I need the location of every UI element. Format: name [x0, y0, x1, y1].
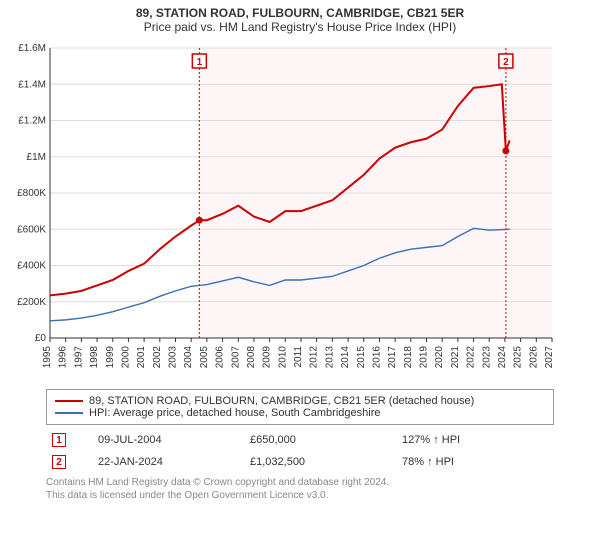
sales-table: 1 09-JUL-2004 £650,000 127% ↑ HPI 2 22-J… [46, 429, 586, 473]
svg-text:2017: 2017 [387, 346, 398, 369]
table-row: 1 09-JUL-2004 £650,000 127% ↑ HPI [46, 429, 586, 451]
svg-text:2022: 2022 [466, 346, 477, 369]
svg-text:2008: 2008 [246, 346, 257, 369]
sale-pct: 127% ↑ HPI [396, 429, 586, 451]
svg-text:£400K: £400K [17, 261, 46, 272]
svg-text:£600K: £600K [17, 224, 46, 235]
svg-text:2021: 2021 [450, 346, 461, 369]
svg-text:2014: 2014 [340, 346, 351, 369]
legend-swatch [55, 412, 83, 414]
svg-text:2013: 2013 [324, 346, 335, 369]
price-chart: £0 £200K £400K £600K £800K £1M £1.2M £1.4M £1.6M… [0, 38, 600, 383]
svg-text:1997: 1997 [73, 346, 84, 369]
svg-text:2027: 2027 [544, 346, 555, 369]
sale-date: 09-JUL-2004 [92, 429, 244, 451]
svg-text:£1M: £1M [27, 152, 46, 163]
legend-item: HPI: Average price, detached house, Sout… [55, 407, 545, 419]
table-row: 2 22-JAN-2024 £1,032,500 78% ↑ HPI [46, 451, 586, 473]
svg-text:£1.4M: £1.4M [18, 79, 46, 90]
svg-text:2006: 2006 [215, 346, 226, 369]
svg-text:2020: 2020 [434, 346, 445, 369]
svg-text:2018: 2018 [403, 346, 414, 369]
svg-text:2023: 2023 [481, 346, 492, 369]
svg-text:2003: 2003 [168, 346, 179, 369]
svg-text:1999: 1999 [105, 346, 116, 369]
svg-text:2019: 2019 [419, 346, 430, 369]
svg-text:2011: 2011 [293, 346, 304, 368]
sale-pct: 78% ↑ HPI [396, 451, 586, 473]
svg-text:£1.2M: £1.2M [18, 116, 46, 127]
svg-text:2004: 2004 [183, 346, 194, 369]
svg-text:2026: 2026 [528, 346, 539, 369]
sale-price: £1,032,500 [244, 451, 396, 473]
credit-line: Contains HM Land Registry data © Crown c… [0, 473, 600, 490]
svg-text:2000: 2000 [120, 346, 131, 369]
svg-text:2: 2 [503, 57, 509, 68]
svg-text:1996: 1996 [58, 346, 69, 369]
legend-label: 89, STATION ROAD, FULBOURN, CAMBRIDGE, C… [89, 395, 474, 407]
svg-text:2007: 2007 [230, 346, 241, 369]
chart-title: 89, STATION ROAD, FULBOURN, CAMBRIDGE, C… [0, 0, 600, 20]
svg-text:1998: 1998 [89, 346, 100, 369]
legend-item: 89, STATION ROAD, FULBOURN, CAMBRIDGE, C… [55, 395, 545, 407]
svg-text:2025: 2025 [513, 346, 524, 369]
sale-marker-icon: 1 [52, 433, 66, 447]
svg-text:2001: 2001 [136, 346, 147, 369]
sale-marker-icon: 2 [52, 455, 66, 469]
legend-swatch [55, 400, 83, 402]
svg-text:£200K: £200K [17, 297, 46, 308]
svg-text:2010: 2010 [277, 346, 288, 369]
legend: 89, STATION ROAD, FULBOURN, CAMBRIDGE, C… [46, 389, 554, 425]
svg-text:1995: 1995 [42, 346, 53, 369]
svg-text:2002: 2002 [152, 346, 163, 369]
credit-line: This data is licensed under the Open Gov… [0, 490, 600, 503]
svg-text:2005: 2005 [199, 346, 210, 369]
svg-text:£1.6M: £1.6M [18, 43, 46, 54]
svg-text:£0: £0 [35, 333, 47, 344]
legend-label: HPI: Average price, detached house, Sout… [89, 407, 380, 419]
sale-price: £650,000 [244, 429, 396, 451]
svg-text:2012: 2012 [309, 346, 320, 369]
chart-subtitle: Price paid vs. HM Land Registry's House … [0, 20, 600, 38]
svg-text:2009: 2009 [262, 346, 273, 369]
svg-text:2015: 2015 [356, 346, 367, 369]
svg-text:1: 1 [197, 57, 203, 68]
svg-text:2016: 2016 [371, 346, 382, 369]
svg-text:2024: 2024 [497, 346, 508, 369]
svg-text:£800K: £800K [17, 188, 46, 199]
sale-date: 22-JAN-2024 [92, 451, 244, 473]
